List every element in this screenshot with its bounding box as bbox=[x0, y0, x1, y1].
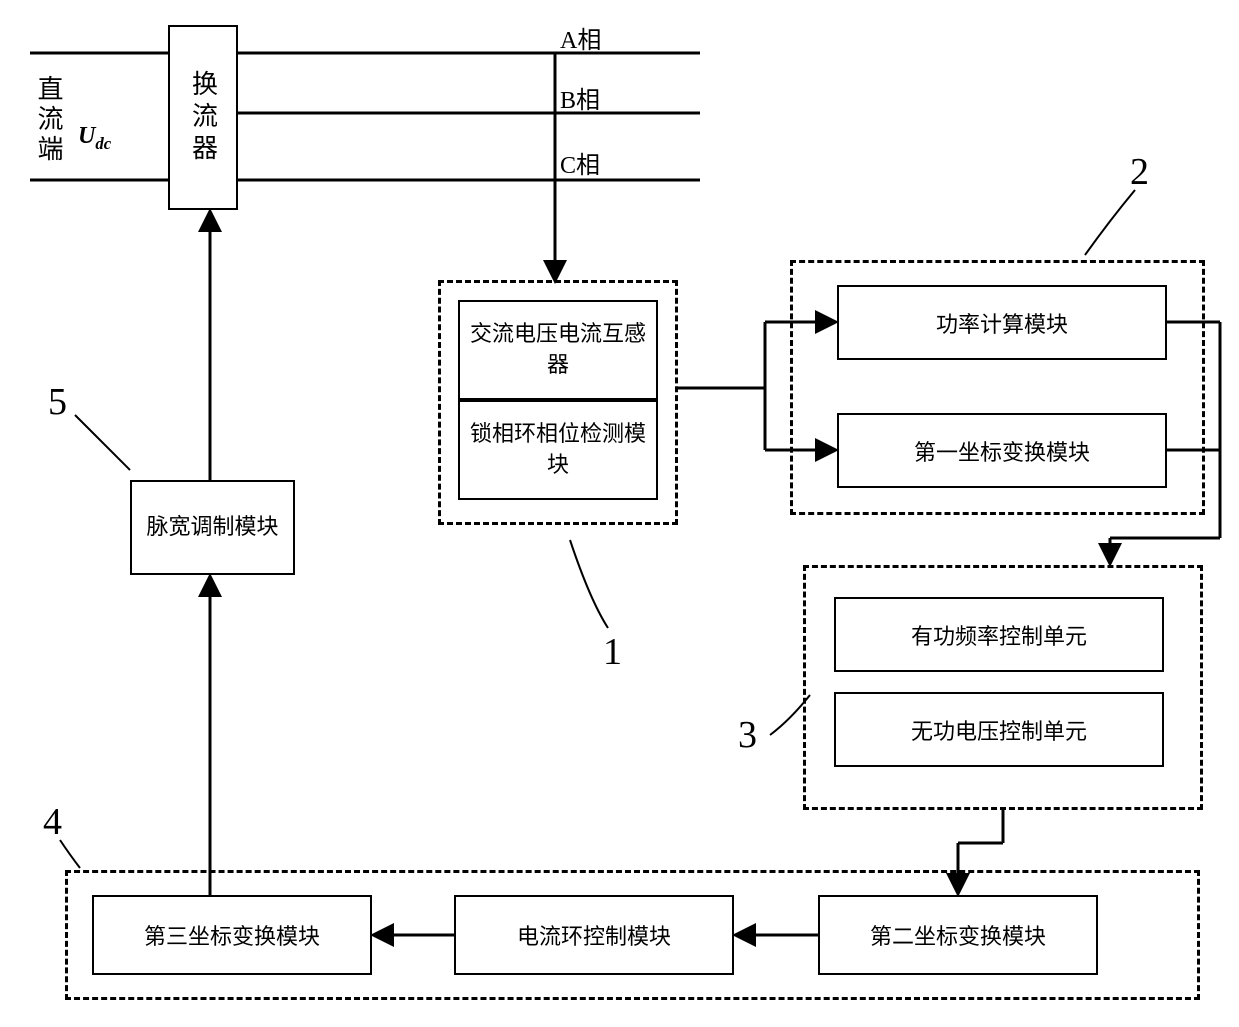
module-4-b3: 第二坐标变换模块 bbox=[818, 895, 1098, 975]
num-4: 4 bbox=[43, 800, 62, 844]
module-3-top: 有功频率控制单元 bbox=[834, 597, 1164, 672]
phase-b-label: B相 bbox=[560, 80, 600, 115]
module-2-top: 功率计算模块 bbox=[837, 285, 1167, 360]
phase-c-label: C相 bbox=[560, 145, 600, 180]
module-4-b2: 电流环控制模块 bbox=[454, 895, 734, 975]
module-1-bottom: 锁相环相位检测模块 bbox=[458, 400, 658, 500]
module-3-bottom: 无功电压控制单元 bbox=[834, 692, 1164, 767]
num-5: 5 bbox=[48, 380, 67, 424]
dc-side-label: 直流端 bbox=[30, 75, 67, 165]
num-2: 2 bbox=[1130, 150, 1149, 194]
converter-label: 换流器 bbox=[185, 70, 222, 166]
num-1: 1 bbox=[603, 630, 622, 674]
phase-a-label: A相 bbox=[560, 20, 601, 55]
udc-label: Udc bbox=[78, 123, 111, 154]
converter-box: 换流器 bbox=[168, 25, 238, 210]
module-4-b1: 第三坐标变换模块 bbox=[92, 895, 372, 975]
module-2-bottom: 第一坐标变换模块 bbox=[837, 413, 1167, 488]
module-1-top: 交流电压电流互感器 bbox=[458, 300, 658, 400]
module-5: 脉宽调制模块 bbox=[130, 480, 295, 575]
num-3: 3 bbox=[738, 713, 757, 757]
